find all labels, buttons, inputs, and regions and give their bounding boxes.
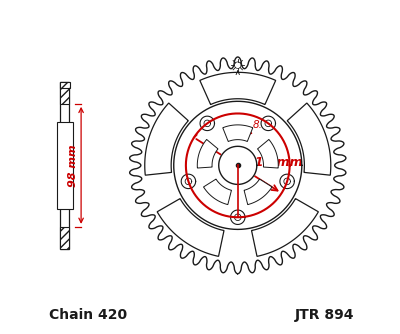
Polygon shape — [252, 199, 318, 257]
Polygon shape — [223, 125, 253, 142]
Bar — [60, 81, 69, 104]
Polygon shape — [181, 174, 196, 189]
Polygon shape — [145, 103, 188, 175]
Polygon shape — [244, 179, 272, 205]
Text: JTR 894: JTR 894 — [295, 308, 354, 322]
Bar — [60, 81, 70, 88]
Polygon shape — [174, 101, 302, 229]
Polygon shape — [287, 103, 331, 175]
Polygon shape — [230, 210, 245, 224]
Polygon shape — [200, 72, 276, 105]
Bar — [60, 227, 69, 249]
Bar — [57, 122, 72, 209]
Polygon shape — [261, 116, 276, 131]
Polygon shape — [280, 174, 294, 189]
Text: 98 mm: 98 mm — [68, 144, 78, 187]
Polygon shape — [130, 57, 346, 274]
Polygon shape — [219, 146, 257, 184]
Text: 115 mm: 115 mm — [246, 156, 303, 169]
Polygon shape — [157, 199, 224, 257]
Polygon shape — [258, 140, 278, 168]
Polygon shape — [197, 140, 218, 168]
Text: Chain 420: Chain 420 — [49, 308, 127, 322]
Bar — [60, 81, 69, 249]
Text: 8.5: 8.5 — [252, 120, 269, 130]
Polygon shape — [200, 116, 214, 131]
Polygon shape — [204, 179, 232, 205]
